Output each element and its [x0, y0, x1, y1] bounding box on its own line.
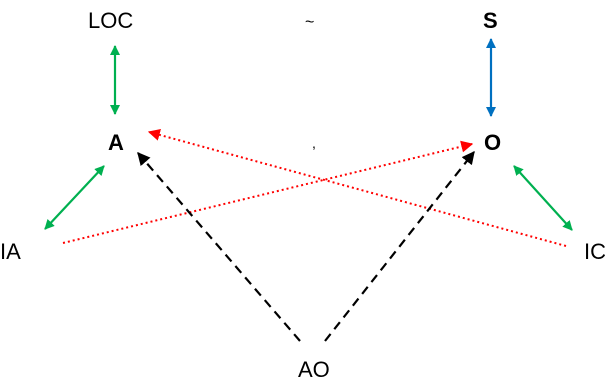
node-ic: IC [584, 239, 605, 264]
node-ia: IA [0, 239, 21, 264]
edge-ao-o [324, 150, 475, 342]
edge-ia-a [44, 165, 105, 230]
node-loc: LOC [88, 8, 133, 33]
node-s: S [483, 8, 498, 33]
node-ao: AO [298, 357, 330, 382]
edge-ao-a [137, 152, 301, 342]
comma-mark: , [312, 135, 316, 151]
edge-ic-a [147, 129, 567, 247]
node-o: O [484, 130, 501, 155]
edge-ia-o [62, 140, 474, 244]
edge-ic-o [513, 165, 573, 231]
node-a: A [108, 130, 124, 155]
tilde-mark: ~ [305, 14, 314, 31]
